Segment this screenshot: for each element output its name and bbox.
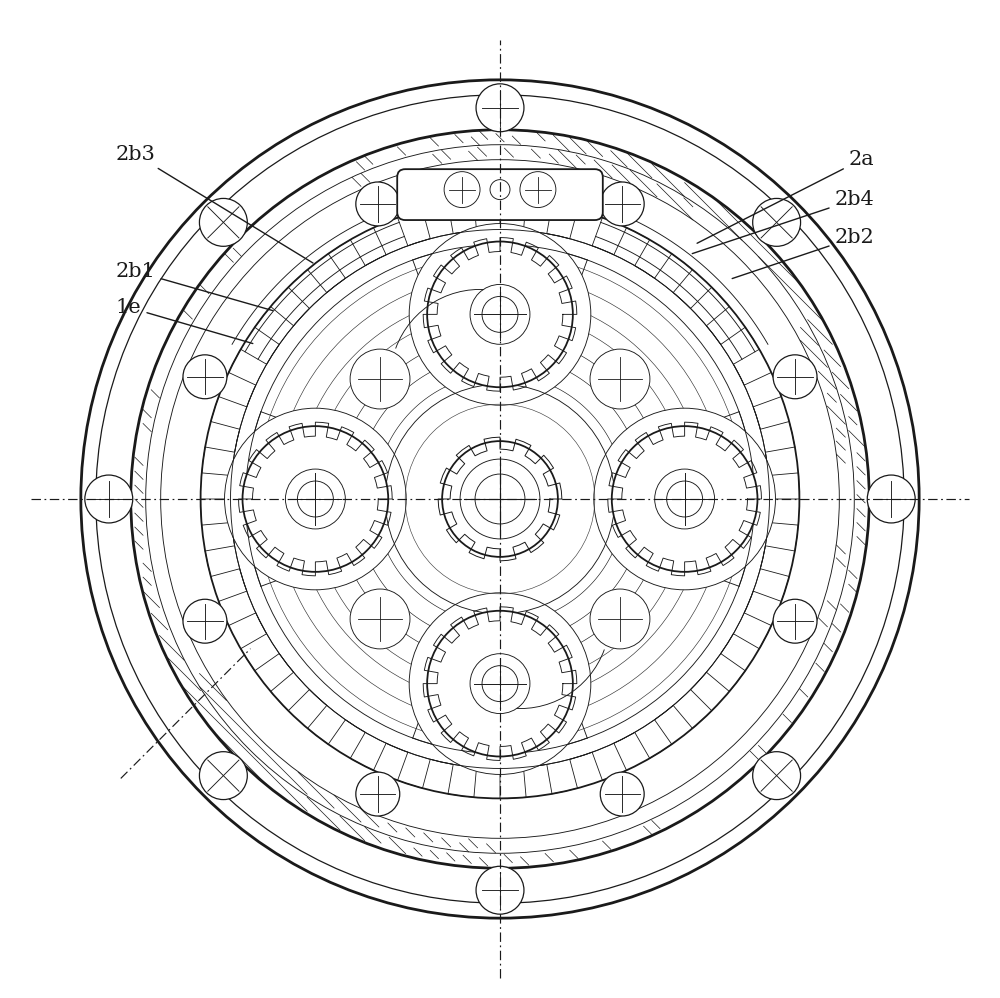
Circle shape — [600, 182, 644, 226]
Circle shape — [667, 481, 703, 517]
Circle shape — [201, 200, 799, 798]
Circle shape — [773, 599, 817, 643]
Circle shape — [460, 459, 540, 539]
Circle shape — [470, 284, 530, 344]
Circle shape — [590, 349, 650, 409]
Circle shape — [81, 80, 919, 918]
Circle shape — [470, 654, 530, 714]
Text: 2a: 2a — [697, 150, 874, 244]
Circle shape — [297, 481, 333, 517]
Circle shape — [476, 866, 524, 914]
Circle shape — [356, 182, 400, 226]
Circle shape — [476, 84, 524, 132]
Circle shape — [444, 172, 480, 208]
Text: 2b3: 2b3 — [116, 145, 313, 263]
Circle shape — [773, 355, 817, 399]
Text: 1e: 1e — [116, 297, 253, 343]
Circle shape — [867, 475, 915, 523]
Circle shape — [753, 751, 801, 799]
Circle shape — [356, 772, 400, 816]
Circle shape — [482, 666, 518, 702]
Circle shape — [131, 130, 869, 868]
Circle shape — [183, 599, 227, 643]
Text: 2b2: 2b2 — [732, 228, 874, 278]
FancyBboxPatch shape — [397, 169, 603, 221]
Circle shape — [199, 199, 247, 247]
Circle shape — [409, 593, 591, 774]
Circle shape — [590, 589, 650, 649]
Circle shape — [490, 180, 510, 200]
Circle shape — [85, 475, 133, 523]
Circle shape — [427, 611, 573, 756]
Circle shape — [350, 349, 410, 409]
Circle shape — [475, 474, 525, 524]
Circle shape — [655, 469, 715, 529]
Circle shape — [594, 408, 775, 590]
Circle shape — [520, 172, 556, 208]
Circle shape — [81, 80, 919, 918]
Circle shape — [285, 469, 345, 529]
Circle shape — [199, 751, 247, 799]
Text: 2b1: 2b1 — [116, 261, 273, 310]
Text: 2b4: 2b4 — [692, 190, 874, 253]
Circle shape — [612, 426, 757, 572]
Circle shape — [183, 355, 227, 399]
Circle shape — [243, 426, 388, 572]
Circle shape — [225, 408, 406, 590]
Circle shape — [427, 242, 573, 387]
Circle shape — [409, 224, 591, 405]
Circle shape — [753, 199, 801, 247]
Circle shape — [350, 589, 410, 649]
Circle shape — [482, 296, 518, 332]
Circle shape — [442, 441, 558, 557]
Circle shape — [600, 772, 644, 816]
